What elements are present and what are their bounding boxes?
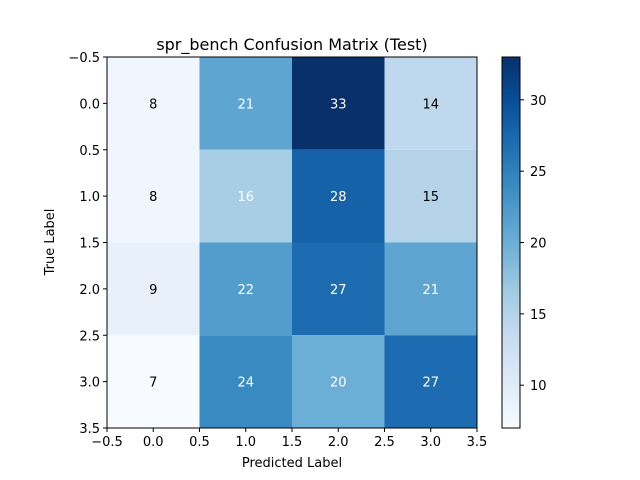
cell-value-label: 9 — [149, 283, 157, 298]
y-tick-label: 1.0 — [79, 190, 100, 205]
y-tick-label: 0.0 — [79, 97, 100, 112]
x-tick-label: 1.0 — [235, 435, 256, 450]
heatmap-cell — [384, 242, 477, 336]
cell-value-label: 28 — [330, 190, 347, 205]
heatmap-cell — [107, 57, 200, 150]
heatmap-cell — [292, 149, 385, 243]
colorbar-tick-label: 15 — [530, 308, 547, 323]
cell-value-label: 8 — [149, 190, 157, 205]
cell-value-labels: 8 21 33 14 8 16 28 15 9 22 27 21 7 24 20 27 — [149, 97, 439, 390]
y-tick-label: 0.5 — [79, 144, 100, 159]
cell-value-label: 21 — [237, 97, 254, 112]
y-axis: −0.5 0.0 0.5 1.0 1.5 2.0 2.5 3.0 3.5 — [68, 51, 107, 437]
x-tick-label: 3.0 — [420, 435, 441, 450]
cell-value-label: 16 — [237, 190, 254, 205]
x-tick-label: 1.5 — [282, 435, 303, 450]
heatmap-cell — [199, 335, 292, 428]
y-tick-label: 1.5 — [79, 237, 100, 252]
heatmap-cell — [107, 242, 200, 336]
heatmap-cell — [292, 57, 385, 150]
x-tick-label: 0.0 — [143, 435, 164, 450]
x-axis-label: Predicted Label — [242, 456, 342, 471]
y-tick-label: 3.0 — [79, 376, 100, 391]
y-tick-label: 2.0 — [79, 283, 100, 298]
heatmap-cell — [384, 149, 477, 243]
x-tick-label: 2.5 — [374, 435, 395, 450]
heatmap-cell — [199, 242, 292, 336]
heatmap-cell — [384, 57, 477, 150]
cell-value-label: 7 — [149, 376, 157, 391]
cell-value-label: 24 — [237, 376, 254, 391]
colorbar-tick-label: 25 — [530, 165, 547, 180]
colorbar-tick-label: 10 — [530, 379, 547, 394]
y-tick-label: −0.5 — [68, 51, 100, 66]
y-tick-label: 3.5 — [79, 422, 100, 437]
cell-value-label: 27 — [330, 283, 347, 298]
x-tick-label: −0.5 — [91, 435, 123, 450]
cell-value-label: 20 — [330, 376, 347, 391]
heatmap-cell — [384, 335, 477, 428]
cell-value-label: 27 — [422, 376, 439, 391]
heatmap-cells — [107, 57, 477, 428]
x-tick-label: 2.0 — [328, 435, 349, 450]
cell-value-label: 15 — [422, 190, 439, 205]
x-tick-label: 3.5 — [467, 435, 488, 450]
cell-value-label: 22 — [237, 283, 254, 298]
y-axis-label: True Label — [43, 209, 58, 277]
cell-value-label: 8 — [149, 97, 157, 112]
colorbar — [501, 56, 521, 429]
heatmap-cell — [199, 57, 292, 150]
heatmap-cell — [199, 149, 292, 243]
cell-value-label: 21 — [422, 283, 439, 298]
heatmap-cell — [107, 335, 200, 428]
heatmap-cell — [292, 335, 385, 428]
x-axis: −0.5 0.0 0.5 1.0 1.5 2.0 2.5 3.0 3.5 — [91, 428, 487, 450]
cell-value-label: 33 — [330, 97, 347, 112]
colorbar-ticks: 10 15 20 25 30 — [520, 94, 547, 394]
colorbar-tick-label: 20 — [530, 237, 547, 252]
y-tick-label: 2.5 — [79, 329, 100, 344]
heatmap-cell — [292, 242, 385, 336]
chart-title: spr_bench Confusion Matrix (Test) — [156, 35, 427, 55]
cell-value-label: 14 — [422, 97, 439, 112]
heatmap-cell — [107, 149, 200, 243]
colorbar-tick-label: 30 — [530, 94, 547, 109]
x-tick-label: 0.5 — [189, 435, 210, 450]
